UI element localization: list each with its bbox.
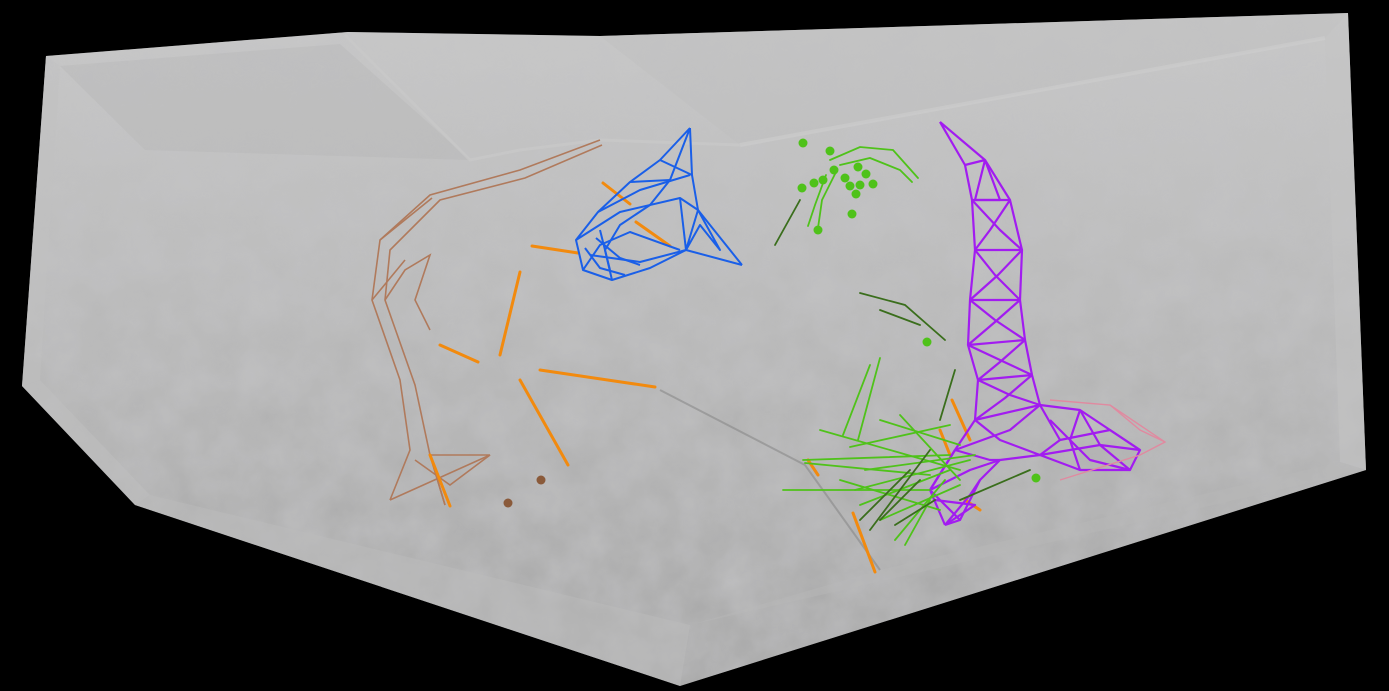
dark-green-segments xyxy=(774,199,1031,531)
point xyxy=(855,180,865,190)
point xyxy=(809,178,819,188)
point xyxy=(845,181,855,191)
green-points xyxy=(797,138,1041,483)
point xyxy=(861,169,871,179)
pink-structure xyxy=(1049,399,1167,481)
point xyxy=(853,162,863,172)
marker-point xyxy=(503,498,513,508)
point xyxy=(851,189,861,199)
stone-slab xyxy=(22,13,1366,686)
point xyxy=(829,165,839,175)
blue-structure xyxy=(575,127,743,281)
point xyxy=(798,138,808,148)
point xyxy=(1031,473,1041,483)
point xyxy=(922,337,932,347)
point xyxy=(847,209,857,219)
point xyxy=(825,146,835,156)
point xyxy=(797,183,807,193)
brown-markers xyxy=(503,475,546,508)
purple-structure xyxy=(928,121,1142,527)
orange-segments xyxy=(428,181,982,574)
marker-point xyxy=(536,475,546,485)
brown-structure xyxy=(371,139,603,506)
point xyxy=(813,225,823,235)
point xyxy=(840,173,850,183)
point xyxy=(818,175,828,185)
green-structure xyxy=(782,146,976,546)
point xyxy=(868,179,878,189)
